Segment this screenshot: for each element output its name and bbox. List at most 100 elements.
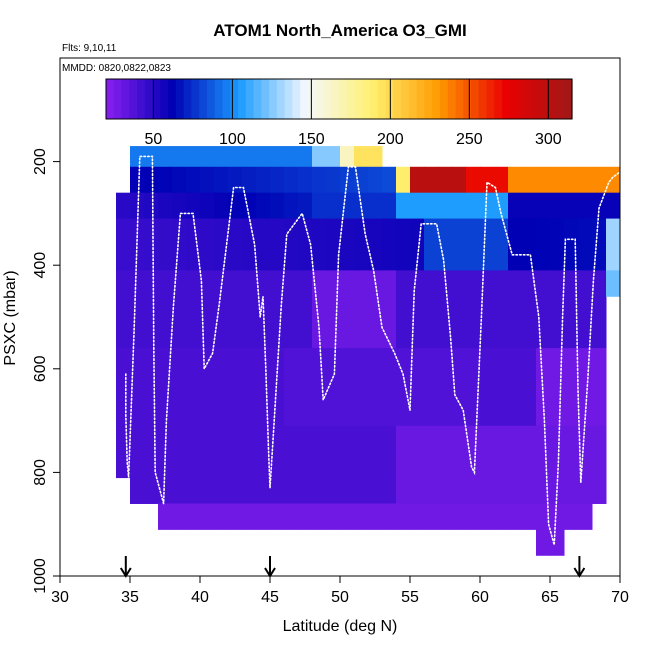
heatmap-cell bbox=[508, 399, 523, 427]
heatmap-cell bbox=[438, 296, 453, 323]
heatmap-cell bbox=[130, 477, 145, 504]
heatmap-cell bbox=[242, 399, 257, 427]
heatmap-cell bbox=[214, 146, 229, 168]
heatmap-cell bbox=[606, 270, 621, 297]
heatmap-cell bbox=[172, 451, 187, 479]
heatmap-cell bbox=[326, 166, 341, 194]
colorbar-step bbox=[447, 79, 457, 119]
heatmap-cell bbox=[494, 218, 509, 245]
heatmap-cell bbox=[466, 166, 481, 194]
heatmap-cell bbox=[466, 451, 481, 479]
heatmap-cell bbox=[158, 146, 173, 168]
heatmap-cell bbox=[578, 218, 593, 245]
heatmap-cell bbox=[536, 348, 551, 375]
heatmap-cell bbox=[242, 244, 257, 271]
heatmap-cell bbox=[480, 425, 495, 453]
heatmap-cell bbox=[494, 166, 509, 194]
heatmap-cell bbox=[214, 348, 229, 375]
heatmap-cell bbox=[214, 166, 229, 194]
heatmap-cell bbox=[172, 270, 187, 297]
heatmap-cell bbox=[550, 373, 565, 401]
heatmap-cell bbox=[214, 425, 229, 453]
heatmap-cell bbox=[410, 192, 425, 220]
colorbar-step bbox=[339, 79, 348, 119]
colorbar-step bbox=[206, 79, 216, 119]
heatmap-cell bbox=[312, 477, 327, 504]
heatmap-cell bbox=[354, 296, 369, 323]
heatmap-cell bbox=[256, 166, 271, 194]
heatmap-cell bbox=[186, 477, 201, 504]
heatmap-cell bbox=[200, 270, 215, 297]
heatmap-cell bbox=[270, 296, 285, 323]
colorbar-step bbox=[346, 79, 356, 119]
heatmap-cell bbox=[242, 348, 257, 375]
heatmap-cell bbox=[452, 322, 467, 349]
heatmap-cell bbox=[354, 244, 369, 271]
heatmap-cell bbox=[270, 503, 285, 530]
heatmap-cell bbox=[326, 373, 341, 401]
heatmap-cell bbox=[214, 477, 229, 504]
heatmap-cell bbox=[550, 348, 565, 375]
heatmap-cell bbox=[242, 373, 257, 401]
heatmap-cell bbox=[410, 399, 425, 427]
heatmap-cell bbox=[200, 348, 215, 375]
heatmap-cell bbox=[494, 296, 509, 323]
colorbar-step bbox=[121, 79, 130, 119]
heatmap-cell bbox=[200, 503, 215, 530]
heatmap-cell bbox=[494, 322, 509, 349]
heatmap-cell bbox=[326, 477, 341, 504]
heatmap-cell bbox=[298, 192, 313, 220]
heatmap-cell bbox=[200, 166, 215, 194]
heatmap-cell bbox=[270, 451, 285, 479]
heatmap-cell bbox=[186, 296, 201, 323]
heatmap-cell bbox=[480, 218, 495, 245]
heatmap-cell bbox=[200, 451, 215, 479]
heatmap-cell bbox=[410, 425, 425, 453]
heatmap-cell bbox=[480, 451, 495, 479]
heatmap-cell bbox=[228, 218, 243, 245]
y-tick-label: 200 bbox=[32, 148, 49, 175]
heatmap-cell bbox=[298, 503, 313, 530]
heatmap-cell bbox=[256, 451, 271, 479]
heatmap-cell bbox=[382, 166, 397, 194]
heatmap-cell bbox=[424, 166, 439, 194]
heatmap-cell bbox=[340, 425, 355, 453]
heatmap-cell bbox=[228, 348, 243, 375]
heatmap-cell bbox=[298, 399, 313, 427]
heatmap-cell bbox=[592, 373, 607, 401]
heatmap-cell bbox=[382, 477, 397, 504]
heatmap-cell bbox=[466, 192, 481, 220]
heatmap-cell bbox=[242, 451, 257, 479]
heatmap-cell bbox=[256, 348, 271, 375]
heatmap-cell bbox=[368, 146, 383, 168]
heatmap-cell bbox=[592, 166, 607, 194]
heatmap-cell bbox=[354, 425, 369, 453]
colorbar-step bbox=[160, 79, 169, 119]
heatmap-cell bbox=[284, 425, 299, 453]
heatmap-cell bbox=[550, 218, 565, 245]
heatmap-cell bbox=[368, 477, 383, 504]
heatmap-cell bbox=[214, 503, 229, 530]
heatmap-cell bbox=[172, 503, 187, 530]
heatmap-cell bbox=[228, 477, 243, 504]
heatmap-cell bbox=[578, 503, 593, 530]
heatmap-cell bbox=[578, 425, 593, 453]
heatmap-cell bbox=[550, 503, 565, 530]
heatmap-cell bbox=[214, 451, 229, 479]
heatmap-cell bbox=[340, 477, 355, 504]
heatmap-cell bbox=[298, 296, 313, 323]
heatmap-cell bbox=[480, 503, 495, 530]
heatmap-cell bbox=[228, 244, 243, 271]
x-axis-label: Latitude (deg N) bbox=[283, 618, 398, 635]
heatmap-cell bbox=[368, 425, 383, 453]
heatmap-cell bbox=[312, 296, 327, 323]
heatmap-cell bbox=[158, 192, 173, 220]
heatmap-cell bbox=[172, 192, 187, 220]
heatmap-cell bbox=[340, 322, 355, 349]
heatmap-cell bbox=[354, 477, 369, 504]
heatmap-cell bbox=[298, 451, 313, 479]
colorbar-step bbox=[168, 79, 177, 119]
heatmap-cell bbox=[284, 503, 299, 530]
heatmap-cell bbox=[116, 218, 131, 245]
heatmap-cell bbox=[116, 373, 131, 401]
